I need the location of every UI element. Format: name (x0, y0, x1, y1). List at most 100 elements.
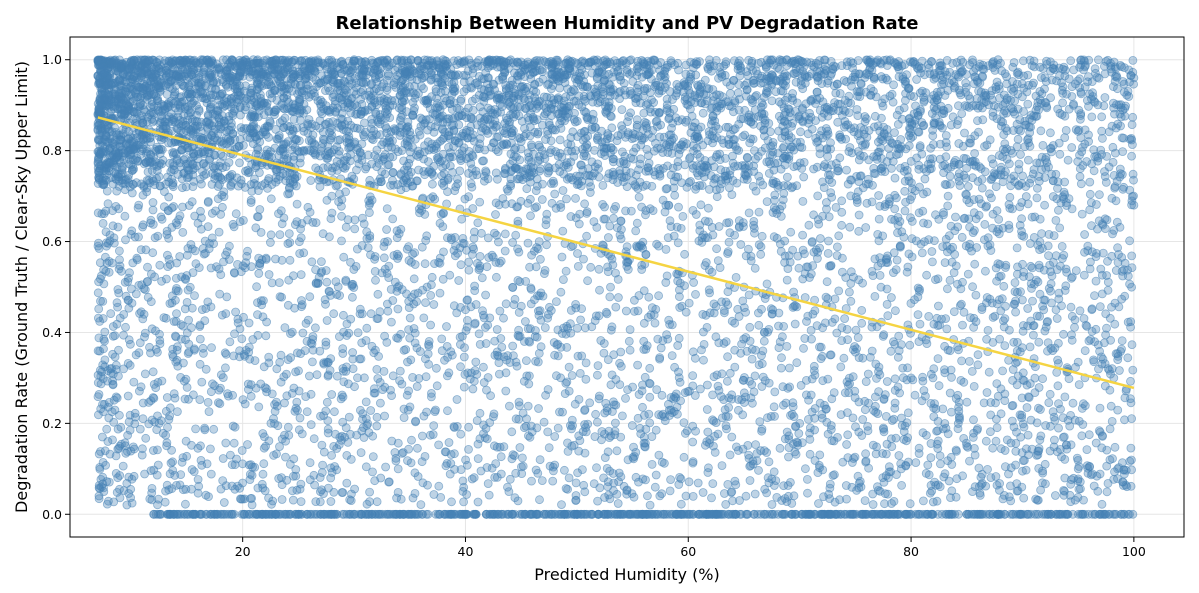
scatter-point (922, 270, 931, 280)
scatter-point (927, 247, 937, 256)
scatter-point (782, 275, 792, 285)
scatter-point (917, 248, 927, 258)
scatter-point (794, 429, 804, 438)
scatter-point (645, 392, 655, 402)
scatter-point (1055, 149, 1065, 159)
scatter-point (915, 319, 925, 329)
scatter-point (867, 266, 877, 276)
scatter-point (936, 459, 945, 469)
scatter-point (1059, 329, 1068, 339)
scatter-point (216, 270, 226, 280)
scatter-point (679, 418, 689, 428)
scatter-point (983, 325, 993, 335)
scatter-point (356, 448, 366, 458)
scatter-point (1044, 398, 1054, 408)
scatter-point (940, 368, 950, 378)
scatter-point (577, 351, 587, 361)
scatter-point (879, 395, 889, 404)
scatter-point (861, 449, 870, 459)
scatter-point (599, 339, 609, 348)
scatter-point (366, 309, 376, 319)
scatter-point (918, 376, 928, 386)
scatter-point (272, 134, 282, 144)
scatter-point (475, 408, 485, 418)
scatter-point (963, 269, 973, 279)
scatter-point (882, 284, 892, 294)
scatter-point (463, 295, 473, 305)
scatter-point (1023, 99, 1033, 109)
scatter-point (457, 214, 467, 224)
scatter-point (216, 484, 226, 494)
scatter-point (383, 71, 393, 81)
scatter-point (962, 397, 972, 407)
scatter-point (378, 385, 388, 395)
scatter-point (103, 199, 113, 209)
scatter-point (1054, 399, 1063, 409)
scatter-point (471, 357, 481, 367)
scatter-point (836, 362, 846, 372)
scatter-point (1107, 416, 1117, 426)
scatter-point (1077, 431, 1087, 441)
scatter-point (720, 308, 729, 318)
scatter-point (1005, 192, 1015, 202)
scatter-point (1082, 445, 1092, 455)
scatter-point (470, 318, 480, 328)
scatter-point (591, 409, 600, 419)
scatter-point (806, 325, 816, 335)
scatter-point (1095, 469, 1105, 479)
scatter-point (382, 299, 392, 309)
scatter-point (326, 214, 336, 224)
scatter-point (665, 216, 675, 226)
scatter-point (308, 345, 318, 355)
scatter-point (1039, 305, 1049, 315)
scatter-point (755, 417, 765, 427)
scatter-point (833, 242, 842, 252)
scatter-point (709, 299, 719, 309)
scatter-point (522, 184, 532, 194)
scatter-point (580, 199, 589, 209)
scatter-point (700, 216, 710, 226)
scatter-point (155, 260, 165, 270)
scatter-point (785, 363, 794, 373)
scatter-point (409, 274, 419, 284)
scatter-point (874, 191, 883, 200)
scatter-point (833, 166, 842, 176)
scatter-point (533, 357, 543, 367)
scatter-point (296, 270, 306, 280)
scatter-point (580, 323, 590, 333)
scatter-point (870, 291, 880, 301)
scatter-point (571, 496, 581, 505)
scatter-point (393, 304, 403, 314)
scatter-point (481, 290, 491, 300)
scatter-point (1038, 140, 1048, 150)
scatter-point (558, 186, 568, 195)
scatter-point (1092, 200, 1101, 209)
scatter-point (977, 469, 987, 479)
scatter-point (609, 486, 618, 496)
scatter-point (1060, 133, 1070, 143)
scatter-point (336, 394, 346, 404)
scatter-point (583, 276, 592, 286)
scatter-point (697, 345, 706, 355)
scatter-point (271, 254, 280, 264)
scatter-point (361, 397, 371, 407)
scatter-point (518, 453, 527, 463)
scatter-point (1118, 147, 1127, 157)
scatter-point (264, 270, 274, 279)
scatter-point (168, 457, 178, 467)
scatter-point (553, 423, 563, 433)
scatter-point (903, 408, 913, 418)
scatter-point (723, 352, 732, 362)
scatter-point (650, 318, 660, 328)
scatter-point (224, 158, 234, 167)
scatter-point (1001, 301, 1010, 311)
scatter-point (772, 233, 782, 243)
scatter-point (837, 220, 846, 230)
scatter-point (674, 202, 683, 212)
scatter-point (266, 194, 276, 204)
scatter-point (957, 232, 967, 242)
scatter-point (969, 381, 979, 391)
scatter-point (344, 412, 354, 422)
scatter-point (101, 266, 111, 276)
scatter-point (416, 500, 426, 510)
